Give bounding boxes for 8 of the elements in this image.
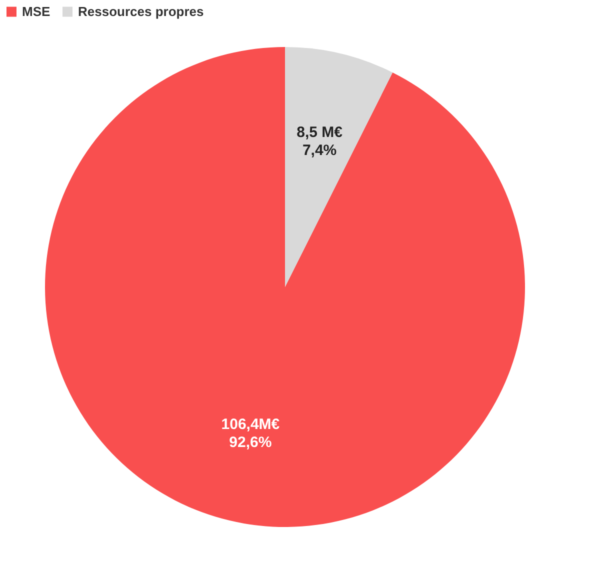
data-label: 106,4M€	[221, 416, 280, 433]
pie-slice	[285, 47, 393, 287]
legend-label: MSE	[22, 4, 50, 19]
data-label: 8,5 M€	[296, 124, 344, 142]
text: 92,6%	[229, 434, 272, 451]
pie-slice	[45, 47, 525, 527]
text: 7,4%	[302, 142, 337, 160]
legend-label: Ressources propres	[78, 4, 204, 19]
